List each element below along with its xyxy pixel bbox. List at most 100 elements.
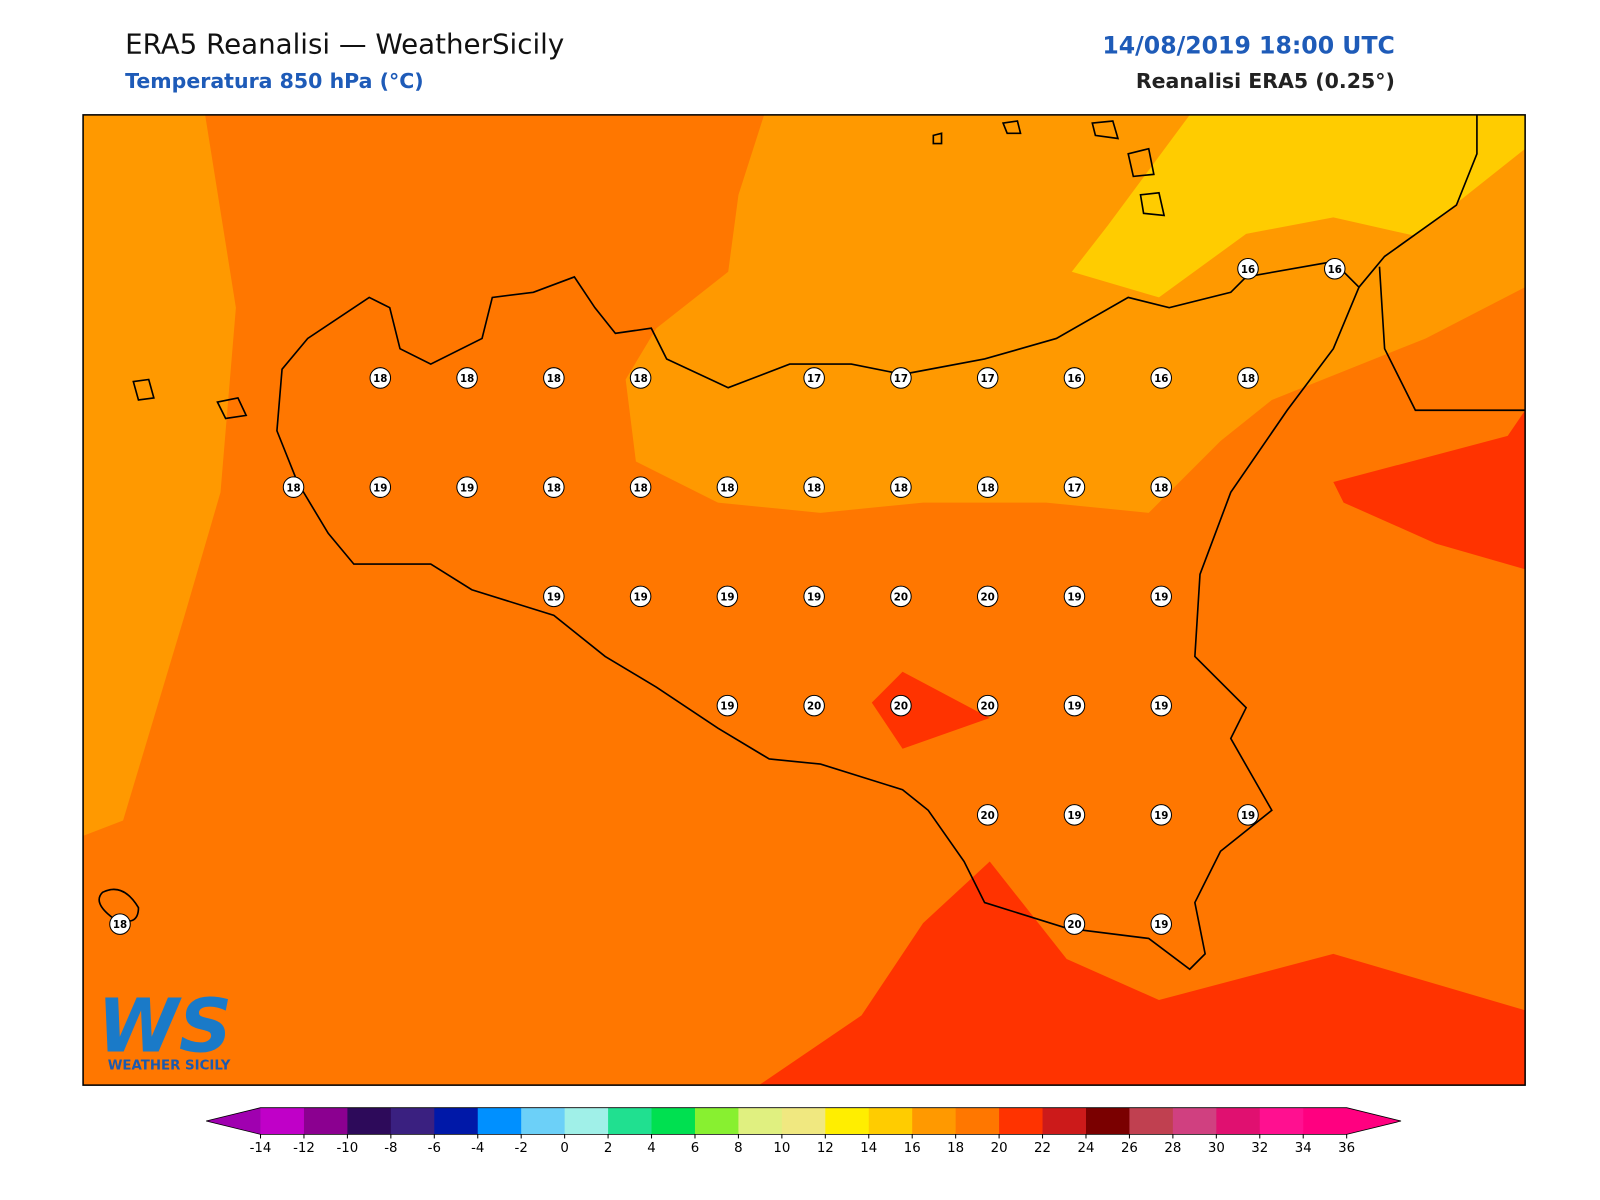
temp-band — [83, 114, 236, 836]
station-value: 19 — [807, 592, 821, 604]
station-marker — [629, 476, 652, 498]
colorbar-swatch — [1129, 1107, 1174, 1135]
station-value: 18 — [894, 482, 908, 494]
colorbar-tick-label: 0 — [560, 1141, 568, 1156]
colorbar-tick-label: 26 — [1121, 1141, 1138, 1156]
station-value: 19 — [1067, 592, 1081, 604]
colorbar-tick-label: 30 — [1208, 1141, 1225, 1156]
colorbar-tick-label: 32 — [1251, 1141, 1268, 1156]
station-value: 20 — [981, 701, 995, 713]
subtitle: Temperatura 850 hPa (°C) — [125, 69, 424, 93]
station-marker — [543, 367, 565, 389]
colorbar-tick-label: 4 — [647, 1141, 655, 1156]
colorbar-tick-label: -2 — [515, 1141, 528, 1156]
station-marker — [369, 367, 392, 389]
colorbar-tick-label: 28 — [1164, 1141, 1181, 1156]
logo-text: WS — [97, 983, 232, 1069]
station-value: 19 — [1154, 701, 1168, 713]
station-value: 18 — [113, 919, 127, 931]
station-marker — [890, 585, 912, 608]
station-value: 20 — [981, 810, 995, 822]
colorbar-tick-label: -12 — [293, 1141, 315, 1156]
temp-band — [871, 671, 990, 749]
station-value: 17 — [807, 373, 821, 385]
station-marker — [1150, 913, 1172, 935]
colorbar-swatch — [1042, 1107, 1087, 1135]
colorbar-tick-label: -6 — [428, 1141, 441, 1156]
colorbar-swatch — [1303, 1107, 1348, 1135]
colorbar-tick-label: -14 — [250, 1141, 272, 1156]
logo-caption: WEATHER SICILY — [108, 1059, 231, 1074]
colorbar-swatch — [608, 1107, 653, 1135]
colorbar-tick-label: -8 — [384, 1141, 397, 1156]
station-marker — [976, 367, 999, 389]
station-value: 19 — [1154, 919, 1168, 931]
colorbar-swatch — [1216, 1107, 1261, 1135]
station-value: 20 — [894, 701, 908, 713]
colorbar-swatch — [912, 1107, 957, 1135]
colorbar-swatch — [347, 1107, 392, 1135]
station-value: 18 — [720, 482, 734, 494]
colorbar-tick-label: 36 — [1338, 1141, 1355, 1156]
station-marker — [1063, 367, 1086, 389]
colorbar-under — [206, 1107, 261, 1135]
colorbar-tick-label: 6 — [691, 1141, 699, 1156]
station-marker — [1063, 585, 1086, 608]
station-marker — [716, 476, 739, 498]
station-value: 16 — [1067, 373, 1081, 385]
colorbar-swatch — [477, 1107, 522, 1135]
station-value: 20 — [807, 701, 821, 713]
station-value: 17 — [1067, 482, 1081, 494]
temp-band — [1333, 410, 1526, 570]
colorbar-swatch — [868, 1107, 913, 1135]
colorbar-swatch — [1085, 1107, 1130, 1135]
colorbar-tick-label: 14 — [860, 1141, 877, 1156]
station-value: 17 — [894, 373, 908, 385]
station-marker — [1237, 367, 1259, 389]
station-value: 18 — [460, 373, 474, 385]
colorbar-swatch — [434, 1107, 479, 1135]
colorbar-tick-label: -4 — [471, 1141, 484, 1156]
colorbar: -14 -12 -10 -8 -6 -4 -2 0 2 4 6 8 10 12 14 16 18 20 22 24 26… — [206, 1107, 1402, 1156]
station-value: 18 — [807, 482, 821, 494]
station-value: 18 — [1154, 482, 1168, 494]
colorbar-swatch — [1172, 1107, 1217, 1135]
station-marker — [890, 694, 912, 717]
station-marker — [716, 694, 739, 717]
colorbar-over — [1346, 1107, 1402, 1135]
station-marker — [629, 585, 652, 608]
station-marker — [629, 367, 652, 389]
map-area: 16 16 18 18 18 18 17 17 17 16 16 18 18 19 19 18 18 18 18 18… — [83, 114, 1526, 1086]
colorbar-swatch — [825, 1107, 870, 1135]
station-value: 18 — [633, 373, 647, 385]
station-value: 19 — [720, 592, 734, 604]
colorbar-tick-label: 20 — [991, 1141, 1008, 1156]
station-marker — [976, 585, 999, 608]
station-value: 18 — [547, 373, 561, 385]
station-value: 19 — [1154, 810, 1168, 822]
station-value: 19 — [547, 592, 561, 604]
station-marker — [716, 585, 739, 608]
station-value: 19 — [373, 482, 387, 494]
colorbar-swatch — [651, 1107, 696, 1135]
station-value: 16 — [1154, 373, 1168, 385]
station-marker — [369, 476, 392, 498]
colorbar-tick-label: 22 — [1034, 1141, 1051, 1156]
colorbar-swatch — [521, 1107, 566, 1135]
station-marker — [1324, 257, 1346, 280]
station-value: 18 — [1241, 373, 1255, 385]
colorbar-swatch — [390, 1107, 435, 1135]
colorbar-tick-label: -10 — [337, 1141, 359, 1156]
colorbar-swatch — [955, 1107, 1000, 1135]
station-marker — [1150, 476, 1172, 498]
station-marker — [890, 367, 912, 389]
temp-band — [1071, 114, 1526, 298]
colorbar-tick-label: 18 — [947, 1141, 964, 1156]
station-marker — [1237, 257, 1259, 280]
station-value: 18 — [633, 482, 647, 494]
colorbar-tick-label: 16 — [904, 1141, 921, 1156]
station-marker — [1237, 804, 1259, 826]
colorbar-swatch — [694, 1107, 739, 1135]
station-value: 16 — [1328, 264, 1342, 276]
